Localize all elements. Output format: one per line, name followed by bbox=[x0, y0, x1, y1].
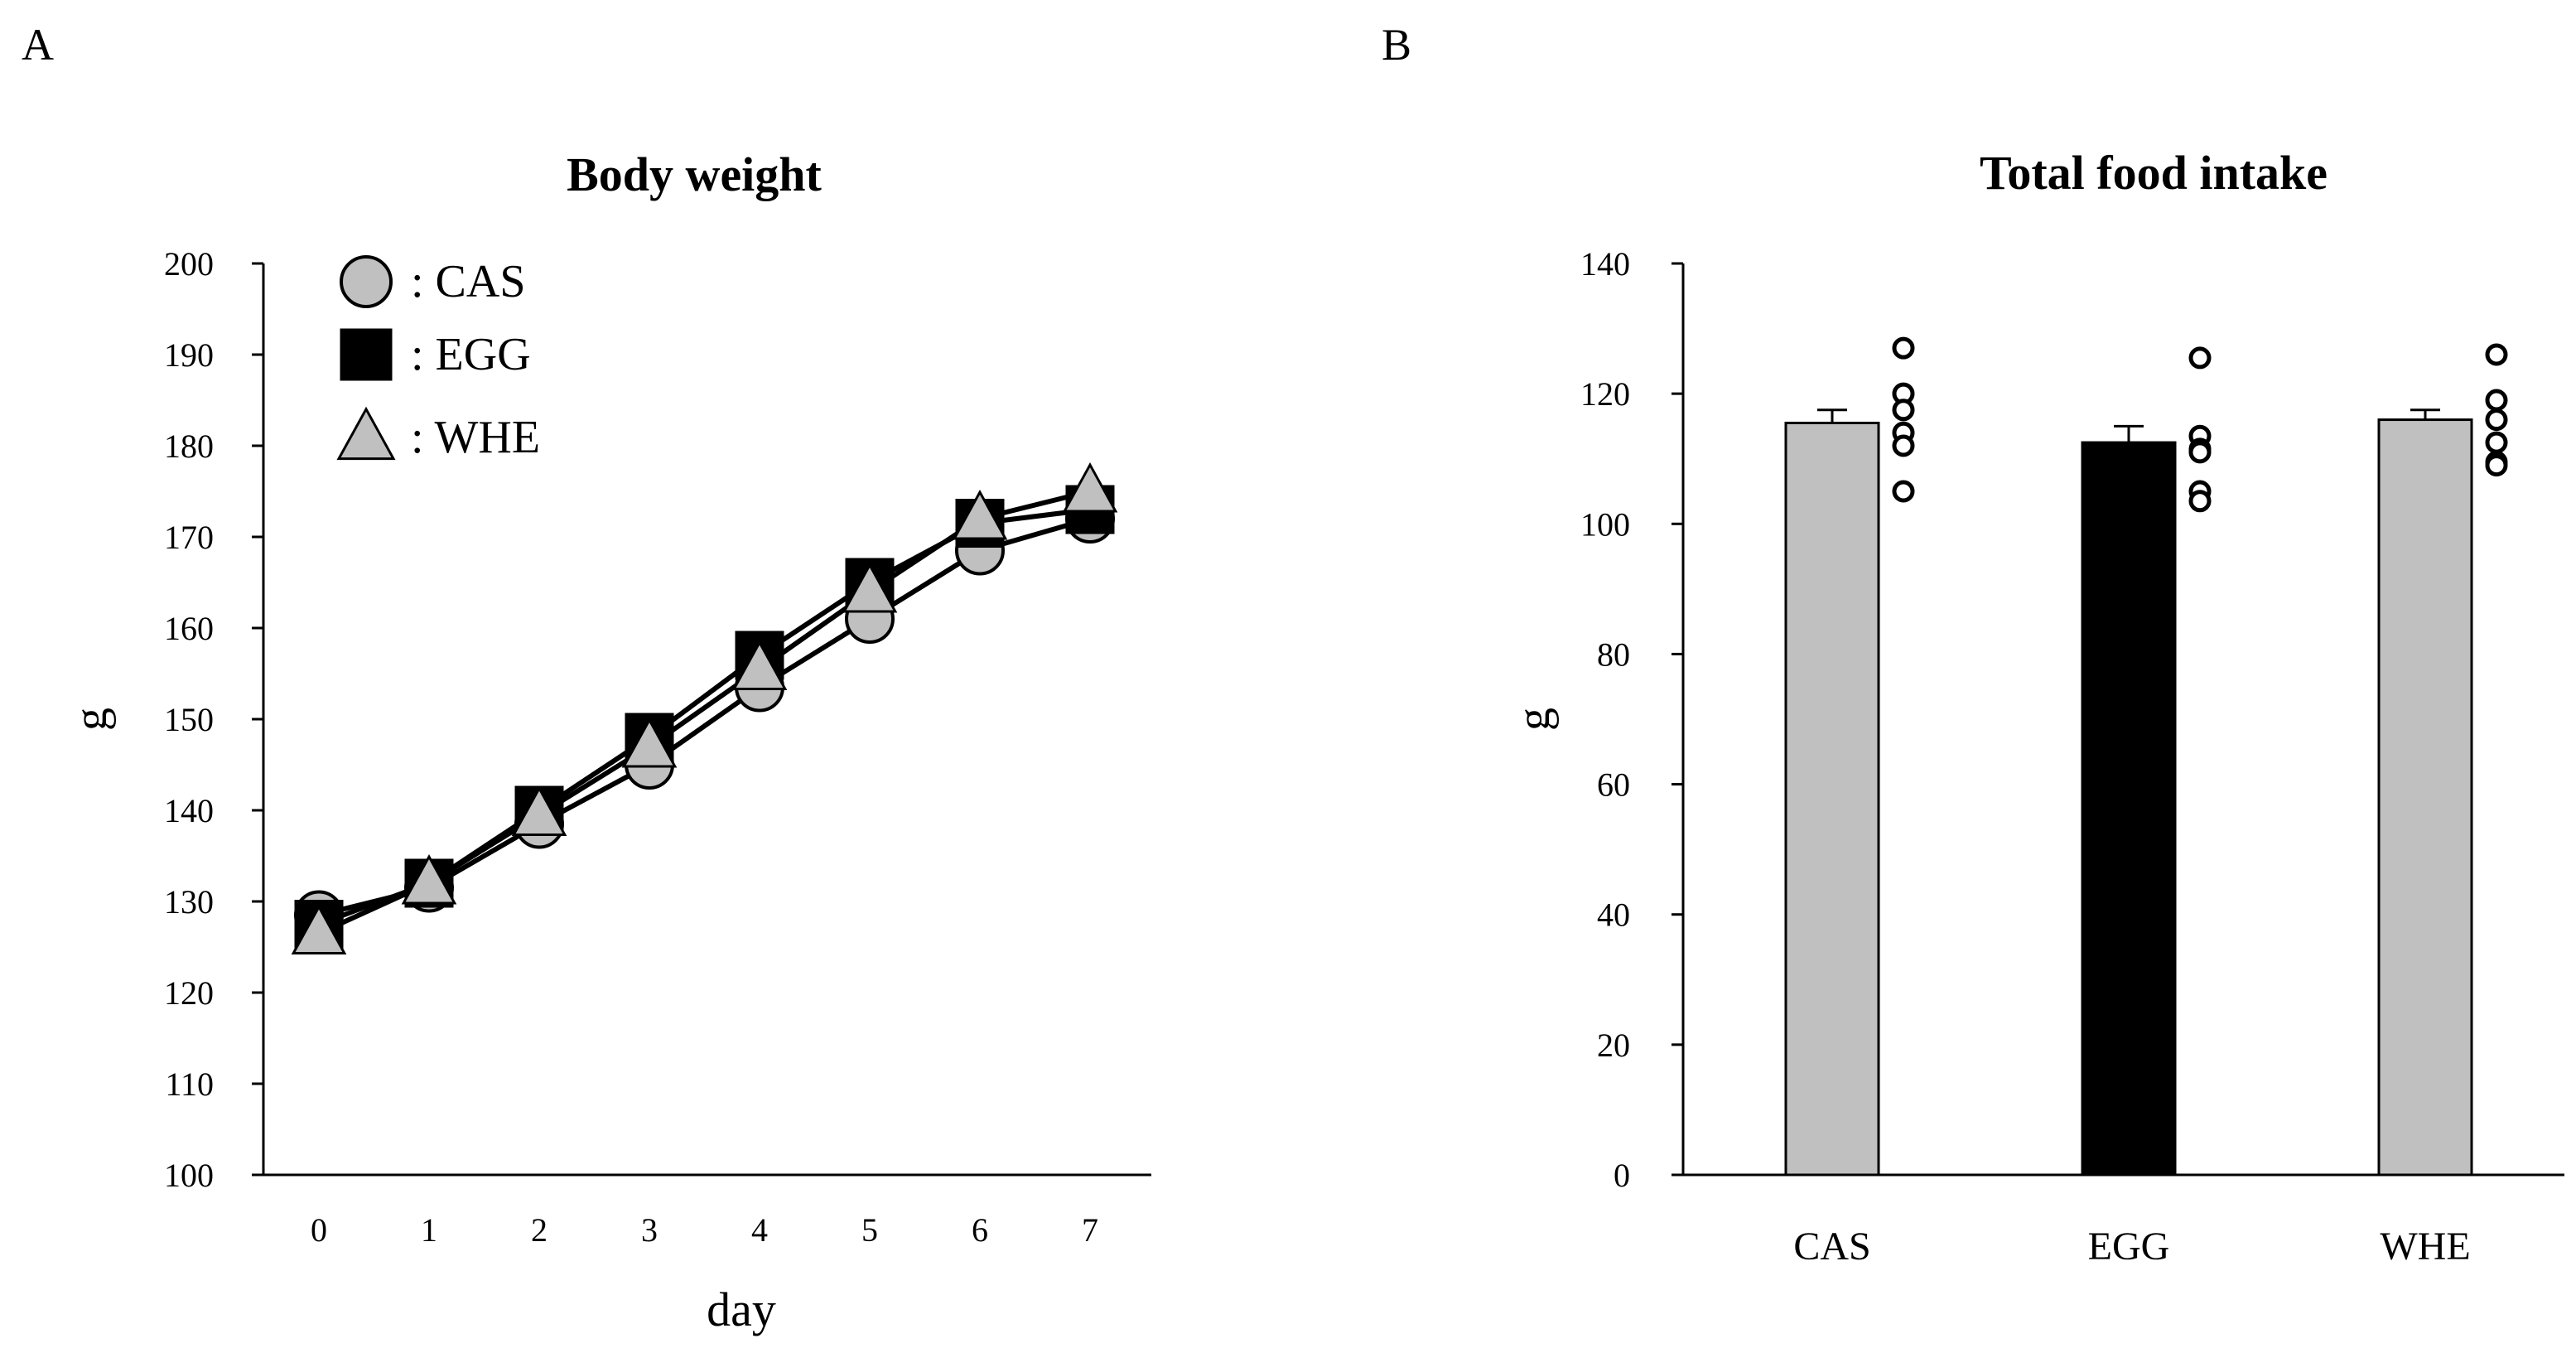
food-intake-chart: Total food intake 0 20 40 60 80 100 120 140 g CAS E… bbox=[1508, 146, 2564, 1268]
chart-b-y-tick-label: 0 bbox=[1614, 1157, 1630, 1194]
chart-b-point-whe bbox=[2485, 343, 2508, 366]
chart-b-point-cas bbox=[1892, 399, 1915, 422]
legend-label-egg: : EGG bbox=[411, 329, 531, 380]
chart-b-y-tick-label: 140 bbox=[1580, 245, 1630, 283]
legend-label-cas: : CAS bbox=[411, 256, 526, 307]
chart-a-y-tick-label: 140 bbox=[164, 792, 214, 829]
chart-b-y-tick-label: 40 bbox=[1597, 896, 1630, 934]
chart-b-bar-whe bbox=[2377, 418, 2473, 1177]
chart-b-point-cas bbox=[1892, 434, 1915, 457]
chart-a-y-tick-label: 160 bbox=[164, 610, 214, 647]
chart-a-x-tick-label: 3 bbox=[641, 1211, 658, 1249]
chart-b-y-tick-label: 100 bbox=[1580, 505, 1630, 543]
chart-a-y-tick-label: 150 bbox=[164, 701, 214, 738]
chart-a-y-tick-label: 130 bbox=[164, 883, 214, 921]
chart-a-line-cas bbox=[318, 516, 1091, 918]
chart-a-x-tick-label: 5 bbox=[861, 1211, 878, 1249]
chart-b-x-tick-label: WHE bbox=[2380, 1225, 2470, 1268]
chart-a-point-whe bbox=[731, 640, 788, 690]
chart-a-x-tick-label: 7 bbox=[1082, 1211, 1098, 1249]
legend-marker-egg bbox=[340, 328, 393, 381]
chart-b-y-tick-label: 60 bbox=[1597, 766, 1630, 804]
chart-a-y-tick-label: 110 bbox=[165, 1065, 214, 1103]
legend-marker-cas bbox=[340, 255, 393, 308]
chart-b-title: Total food intake bbox=[1980, 146, 2328, 200]
chart-a-title: Body weight bbox=[567, 147, 822, 201]
chart-b-bar-egg bbox=[2081, 441, 2177, 1177]
chart-a-y-tick-label: 200 bbox=[164, 245, 214, 283]
chart-b-point-egg bbox=[2188, 490, 2212, 513]
chart-a-y-tick-label: 170 bbox=[164, 519, 214, 556]
chart-b-bar-cas bbox=[1784, 422, 1880, 1177]
chart-b-point-egg bbox=[2188, 441, 2212, 464]
chart-b-point-whe bbox=[2485, 454, 2508, 477]
chart-a-point-whe bbox=[842, 562, 898, 613]
chart-b-point-cas bbox=[1892, 480, 1915, 503]
legend-label-whe: : WHE bbox=[411, 412, 540, 463]
panel-b-letter: B bbox=[1382, 20, 1411, 70]
chart-a-x-tick-label: 6 bbox=[972, 1211, 988, 1249]
chart-a-x-tick-label: 4 bbox=[751, 1211, 768, 1249]
chart-b-x-tick-label: CAS bbox=[1793, 1225, 1870, 1268]
chart-b-y-tick-label: 20 bbox=[1597, 1027, 1630, 1064]
panel-a-letter: A bbox=[22, 20, 54, 70]
chart-b-point-whe bbox=[2485, 408, 2508, 432]
chart-b-point-whe bbox=[2485, 431, 2508, 454]
chart-a-y-tick-label: 190 bbox=[164, 336, 214, 374]
chart-a-point-whe bbox=[511, 785, 567, 836]
chart-a-x-tick-label: 0 bbox=[311, 1211, 327, 1249]
chart-a-y-tick-label: 180 bbox=[164, 428, 214, 465]
chart-a-point-whe bbox=[1062, 461, 1118, 513]
chart-a-x-label: day bbox=[707, 1283, 776, 1336]
legend-marker-whe bbox=[336, 406, 396, 461]
chart-b-y-label: g bbox=[1508, 708, 1560, 731]
chart-a-y-tick-label: 120 bbox=[164, 974, 214, 1012]
body-weight-chart: Body weight10011012013014015016017018019… bbox=[65, 147, 1151, 1336]
chart-a-point-whe bbox=[952, 489, 1008, 540]
chart-b-y-tick-label: 80 bbox=[1597, 635, 1630, 673]
chart-b-y-tick-label: 120 bbox=[1580, 375, 1630, 413]
chart-a-y-label: g bbox=[65, 708, 117, 731]
chart-a-x-tick-label: 1 bbox=[421, 1211, 437, 1249]
chart-a-x-tick-label: 2 bbox=[531, 1211, 548, 1249]
chart-b-point-egg bbox=[2188, 346, 2212, 370]
chart-b-x-tick-label: EGG bbox=[2088, 1225, 2170, 1268]
chart-a-point-whe bbox=[291, 904, 347, 954]
chart-b-point-whe bbox=[2485, 389, 2508, 412]
chart-a-point-whe bbox=[621, 717, 678, 768]
chart-b-point-cas bbox=[1892, 336, 1915, 360]
chart-a-point-whe bbox=[401, 853, 457, 905]
chart-a-y-tick-label: 100 bbox=[164, 1157, 214, 1194]
